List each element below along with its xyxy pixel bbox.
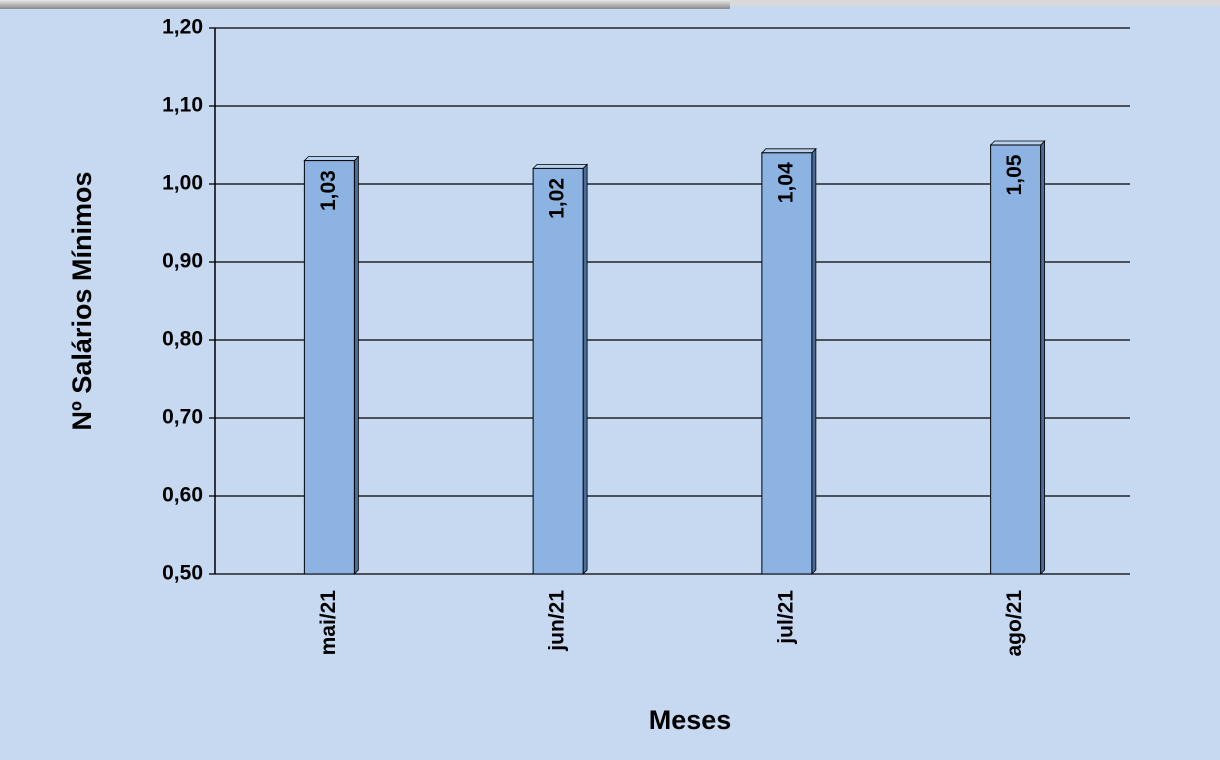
bar-side (353, 155, 359, 575)
y-tick-label: 1,10 (162, 94, 203, 117)
y-tick-label: 1,00 (162, 172, 203, 195)
y-tick-label: 0,70 (162, 406, 203, 429)
bar-side (811, 147, 817, 575)
data-label: 1,05 (1003, 154, 1026, 195)
bar-top (760, 148, 817, 154)
data-label: 1,02 (546, 178, 569, 219)
x-tick-label: jun/21 (546, 590, 569, 652)
bar-side (1040, 140, 1046, 575)
bar (532, 167, 584, 575)
bar-top (303, 156, 360, 162)
y-tick-label: 0,90 (162, 250, 203, 273)
x-tick-label: ago/21 (1003, 590, 1026, 657)
y-axis-label: Nº Salários Mínimos (67, 172, 97, 431)
y-tick-label: 0,60 (162, 484, 203, 507)
y-tick-label: 0,80 (162, 328, 203, 351)
bar-top (989, 140, 1046, 146)
x-tick-label: jul/21 (774, 590, 797, 645)
bar (761, 152, 813, 575)
y-tick-label: 1,20 (162, 16, 203, 39)
top-strip (0, 0, 730, 9)
x-axis-label: Meses (649, 705, 732, 735)
bar (990, 144, 1042, 575)
bar-side (582, 163, 588, 575)
data-label: 1,03 (317, 170, 340, 211)
data-label: 1,04 (774, 162, 797, 203)
bar (303, 160, 355, 575)
x-tick-label: mai/21 (317, 590, 340, 656)
y-tick-label: 0,50 (162, 562, 203, 585)
bar-top (532, 163, 589, 169)
top-strip-light (730, 0, 1220, 6)
